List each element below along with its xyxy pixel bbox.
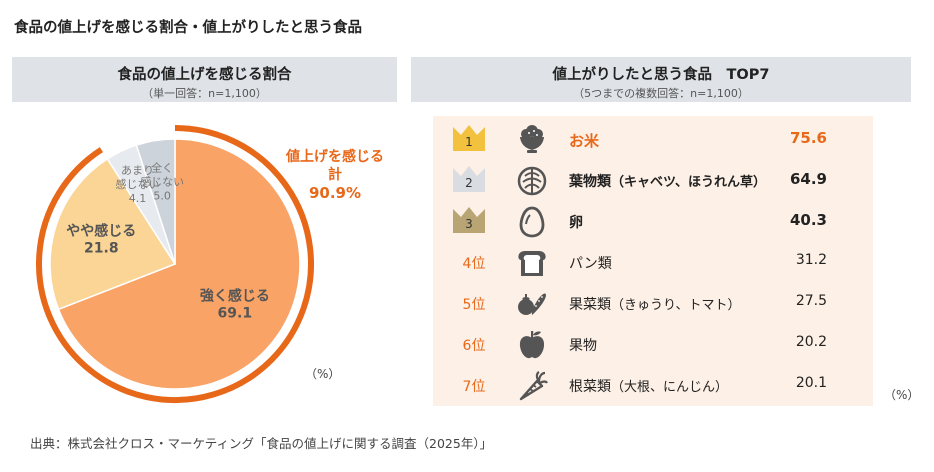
rank-number: 3 [465, 217, 473, 231]
table-row: 5位 果菜類（きゅうり、トマト） 27.5 [433, 283, 873, 324]
pie-unit-label: （%） [305, 367, 341, 381]
table-row: 6位 果物 20.2 [433, 324, 873, 365]
table-row: 1 お米 75.6 [433, 119, 873, 160]
rank-number: 4位 [462, 256, 486, 272]
food-detail: （きゅうり、トマト） [611, 298, 741, 313]
food-label: お米 [569, 132, 600, 150]
food-value: 75.6 [789, 129, 827, 147]
ranking-unit-label: （%） [884, 388, 920, 402]
annotation-label-line2: 計 [328, 166, 342, 183]
annotation-label-line1: 値上げを感じる [285, 148, 384, 165]
slice-not-at-all [135, 138, 176, 265]
slice-label: 強く感じる [200, 288, 270, 305]
slice-somewhat [49, 157, 177, 311]
food-label: 果菜類 [569, 297, 611, 313]
food-value: 27.5 [795, 293, 827, 309]
crown-icon: 3 [451, 205, 487, 235]
tomato-cucumber-icon [515, 287, 549, 321]
food-name: 果菜類（きゅうり、トマト） [569, 294, 740, 314]
food-value: 20.2 [795, 334, 827, 350]
food-label: 卵 [569, 215, 583, 231]
page-title: 食品の値上げを感じる割合・値上がりしたと思う食品 [14, 20, 362, 36]
food-name: 果物 [569, 335, 597, 355]
rank-number: 5位 [462, 297, 486, 313]
slice-label: あまり [121, 164, 154, 177]
food-name: 卵 [569, 212, 583, 232]
pie-panel-title: 食品の値上げを感じる割合 [117, 67, 292, 83]
ranking-panel-header: 値上がりしたと思う食品 TOP7 （5つまでの複数回答：n=1,100） [411, 57, 911, 102]
food-label: 葉物類 [569, 174, 611, 190]
rank-number: 1 [465, 135, 473, 149]
crown-icon: 1 [451, 123, 487, 153]
food-detail: （キャベツ、ほうれん草） [611, 175, 766, 190]
slice-strong [57, 138, 301, 390]
covered-share-arc [36, 125, 314, 403]
food-value: 40.3 [789, 211, 827, 229]
bread-icon [515, 246, 549, 280]
food-label: パン類 [569, 256, 612, 272]
food-name: お米 [569, 130, 599, 151]
annotation-value: 90.9% [309, 184, 361, 202]
slice-label: 感じない [115, 178, 159, 191]
table-row: 4位 パン類 31.2 [433, 242, 873, 283]
rank-number: 2 [465, 176, 473, 190]
food-name: パン類 [569, 253, 612, 273]
ranking-panel-title: 値上がりしたと思う食品 TOP7 [552, 67, 770, 83]
slice-label: 全く [151, 160, 173, 174]
table-row: 7位 根菜類（大根、にんじん） 20.1 [433, 365, 873, 406]
ranking-panel-subtitle: （5つまでの複数回答：n=1,100） [573, 87, 749, 100]
apple-icon [515, 328, 549, 362]
slice-label: 感じない [140, 175, 184, 188]
slice-value: 21.8 [84, 241, 119, 257]
table-row: 2 葉物類（キャベツ、ほうれん草） 64.9 [433, 160, 873, 201]
food-detail: （大根、にんじん） [611, 380, 729, 395]
cabbage-icon [515, 164, 549, 198]
slice-value: 69.1 [218, 306, 253, 322]
pie-panel-subtitle: （単一回答：n=1,100） [142, 87, 267, 100]
pie-panel-header: 食品の値上げを感じる割合 （単一回答：n=1,100） [12, 57, 397, 102]
ranking-table: 1 お米 75.6 2 葉物類（キャベツ、ほうれん草） 64.9 3 卵 40.3 4位 パン類 31… [433, 116, 873, 406]
food-value: 31.2 [795, 252, 827, 268]
food-label: 果物 [569, 338, 597, 354]
food-name: 根菜類（大根、にんじん） [569, 376, 728, 396]
food-label: 根菜類 [569, 379, 611, 395]
rank-number: 7位 [462, 379, 486, 395]
rank-number: 6位 [462, 338, 486, 354]
food-name: 葉物類（キャベツ、ほうれん草） [569, 171, 766, 191]
slice-label: やや感じる [66, 223, 136, 240]
food-value: 20.1 [795, 375, 827, 391]
rice-bowl-icon [515, 123, 549, 157]
food-value: 64.9 [789, 170, 827, 188]
slice-value: 4.1 [129, 192, 147, 205]
crown-icon: 2 [451, 164, 487, 194]
table-row: 3 卵 40.3 [433, 201, 873, 242]
egg-icon [515, 205, 549, 239]
source-footnote: 出典：株式会社クロス・マーケティング「食品の値上げに関する調査（2025年）」 [30, 436, 493, 451]
carrot-icon [515, 369, 549, 403]
slice-value: 5.0 [153, 189, 171, 202]
